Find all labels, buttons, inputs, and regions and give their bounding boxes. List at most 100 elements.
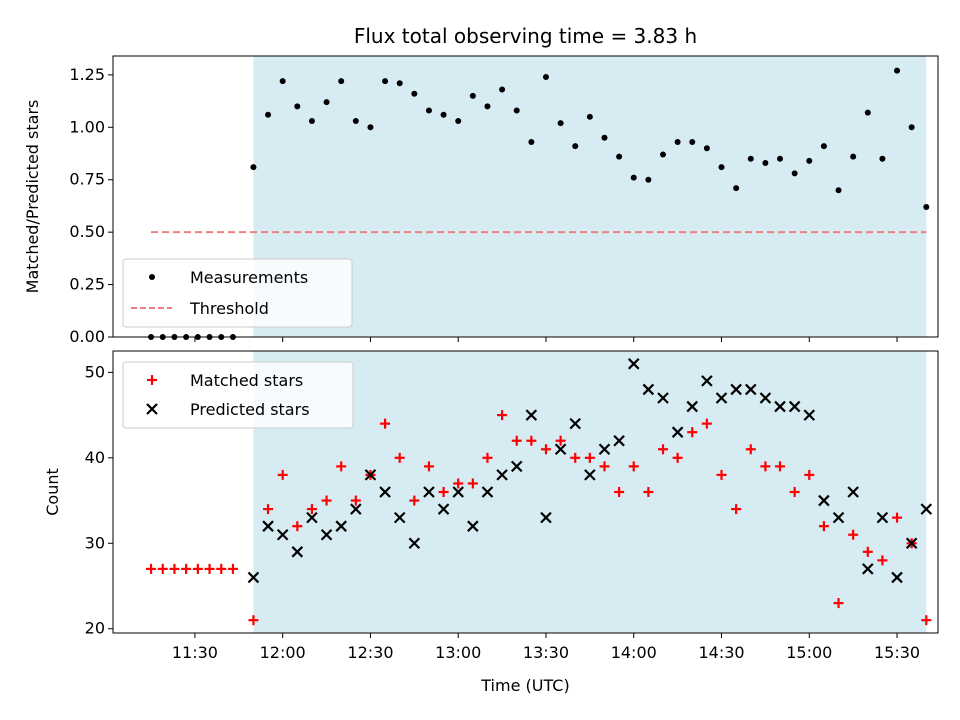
matched-star-point [157,563,168,574]
predicted-star-point [408,537,421,550]
x-tick-label: 15:00 [786,643,832,662]
measurement-point [630,174,637,181]
measurement-point [820,143,827,150]
predicted-star-point [452,486,464,498]
measurement-point [791,170,798,177]
matched-star-point [687,427,698,438]
predicted-star-point [657,392,669,404]
measurement-point [864,109,871,116]
matched-star-point [263,504,274,515]
measurement-point [528,138,535,145]
predicted-star-point [554,443,567,456]
matched-star-point [818,521,829,532]
measurement-point [733,185,740,192]
matched-star-point [227,563,238,574]
predicted-star-point [832,511,845,524]
measurement-point [689,138,696,145]
x-tick-label: 12:30 [347,643,393,662]
matched-star-point [892,512,903,523]
matched-star-point [169,563,180,574]
y-tick-label: 1.00 [69,117,105,136]
legend-threshold-label: Threshold [189,299,269,318]
measurement-point [850,153,857,160]
x-tick-label: 14:00 [611,643,657,662]
measurement-point [294,103,301,110]
matched-star-point [701,418,712,429]
matched-star-point [321,495,332,506]
measurement-point [323,99,330,106]
predicted-star-point [393,511,406,524]
measurement-point [455,118,462,125]
predicted-star-point [891,571,903,584]
matched-star-point [833,598,844,609]
measurement-point [806,157,813,164]
legend-x-marker [146,403,158,415]
predicted-star-point [510,460,523,473]
x-tick-label: 11:30 [172,643,218,662]
top-axes-frame [112,55,939,338]
measurement-point [557,120,564,127]
predicted-star-point [788,400,801,413]
matched-star-point [628,461,639,472]
predicted-star-point [437,503,450,515]
measurement-point [777,155,784,162]
measurement-point [367,124,374,131]
matched-star-point [570,452,581,463]
y-tick-label: 40 [85,448,105,467]
predicted-star-point [627,358,640,370]
predicted-star-point [847,486,859,498]
predicted-star-point [276,528,289,541]
matched-star-point [614,487,625,497]
x-tick-label: 13:30 [523,643,569,662]
matched-star-point [862,546,873,557]
predicted-star-point [364,469,377,481]
measurement-point [308,118,315,125]
predicted-star-point [423,486,435,498]
predicted-star-point [920,503,933,515]
matched-star-point [181,563,192,574]
y-tick-label: 30 [85,533,105,552]
bottom-legend-box [122,361,354,429]
measurement-point [265,111,272,118]
predicted-star-point [262,520,274,532]
predicted-star-point [335,520,347,532]
matched-star-point [277,469,288,480]
measurement-point [616,153,623,160]
predicted-star-point [730,383,742,396]
measurement-point [601,134,608,141]
matched-star-point [306,504,317,515]
measurement-point [747,155,754,162]
predicted-star-point [320,528,333,541]
bottom-axes-frame [112,350,939,634]
legend-predicted-label: Predicted stars [190,400,310,419]
matched-star-point [584,452,595,463]
bottom-y-ticks: 20 30 40 50 [85,362,113,638]
matched-star-point [511,435,522,446]
predicted-star-point [701,375,713,387]
measurement-point [660,151,666,158]
predicted-star-point [613,434,625,447]
x-tick-label: 14:30 [698,643,744,662]
measurement-point [440,111,447,118]
measurement-point [382,78,389,85]
measurement-point [542,73,549,80]
matched-star-point [658,444,668,455]
x-tick-label: 15:30 [874,643,920,662]
measurement-point [279,78,286,85]
matched-stars-layer [146,410,932,626]
x-tick-label: 13:00 [435,643,481,662]
matched-star-point [394,452,405,463]
matched-star-point [453,478,464,489]
top-y-axis-label: Matched/Predicted stars [23,100,42,294]
y-tick-label: 0.50 [69,222,105,241]
top-panel: 0.00 0.25 0.50 0.75 1.00 1.25 Flux total obse… [23,24,939,346]
matched-star-point [350,495,361,506]
predicted-star-point [818,494,830,507]
matched-star-point [192,563,203,574]
measurement-point [484,103,491,110]
bottom-observing-span [253,351,927,633]
matched-star-point [672,452,683,463]
measurement-point [762,159,769,166]
predicted-star-point [642,383,655,396]
